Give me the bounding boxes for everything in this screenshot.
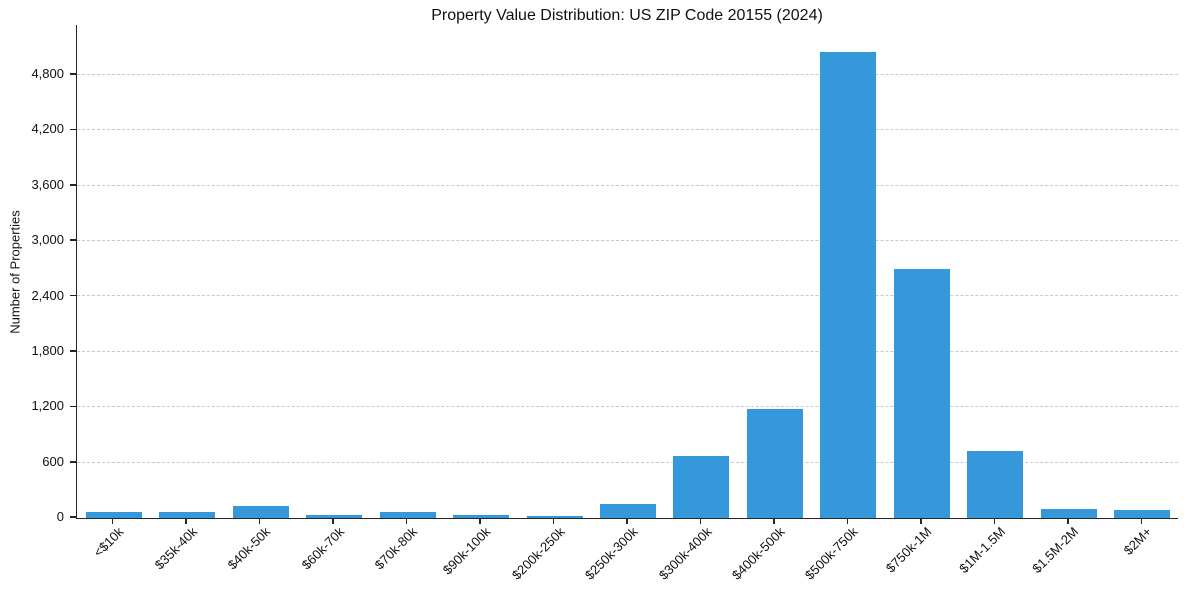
x-tick-mark	[258, 519, 261, 524]
y-tick-mark	[69, 294, 76, 297]
bar	[893, 268, 950, 518]
bar	[746, 409, 803, 518]
bar	[379, 512, 436, 518]
bar	[306, 514, 363, 518]
x-tick-label-text: $750k-1M	[882, 524, 935, 576]
y-tick-label: 3,000	[31, 232, 64, 248]
x-tick-mark	[846, 519, 849, 524]
gridline	[77, 239, 1178, 241]
x-tick-label-text: $300k-400k	[655, 524, 715, 583]
x-tick-mark	[111, 519, 114, 524]
y-tick-mark	[69, 128, 76, 131]
y-tick-label: 2,400	[31, 287, 64, 303]
gridline	[77, 73, 1178, 75]
x-tick-label-text: $1.5M-2M	[1029, 524, 1082, 576]
x-tick-mark	[185, 519, 187, 524]
bar	[85, 512, 142, 518]
gridline	[77, 184, 1178, 186]
x-tick-label-text: $90k-100k	[440, 524, 494, 578]
y-tick-mark	[69, 184, 76, 186]
gridline	[77, 129, 1178, 131]
x-tick-mark	[993, 519, 996, 524]
x-tick-mark	[479, 519, 481, 524]
x-tick-label-text: $40k-50k	[224, 524, 274, 573]
bar	[673, 456, 730, 518]
x-tick-label-text: $200k-250k	[508, 524, 568, 583]
bar	[453, 515, 510, 518]
x-tick-mark	[332, 519, 334, 524]
x-tick-mark	[405, 519, 408, 524]
y-tick-mark	[69, 405, 76, 408]
bar	[967, 450, 1024, 518]
y-tick-label: 0	[56, 509, 64, 525]
x-tick-mark	[699, 519, 702, 524]
y-tick-label: 4,200	[31, 121, 64, 137]
bar	[232, 506, 289, 518]
y-tick-label: 1,200	[31, 398, 64, 414]
x-tick-mark	[552, 519, 555, 524]
y-tick-label: 4,800	[31, 65, 64, 81]
x-tick-label-text: $500k-750k	[802, 524, 861, 583]
gridline	[77, 350, 1178, 352]
x-tick-label-text: $400k-500k	[728, 524, 788, 583]
bar	[526, 515, 583, 518]
x-tick-label-text: <$10k	[90, 524, 127, 560]
gridline	[77, 461, 1178, 463]
x-tick-mark	[920, 519, 922, 524]
y-tick-label: 3,600	[31, 176, 64, 192]
bar	[600, 504, 656, 518]
x-tick-mark	[626, 519, 628, 524]
y-axis-title: Number of Properties	[7, 210, 23, 334]
x-tick-mark	[773, 519, 775, 524]
y-tick-label: 600	[42, 453, 64, 469]
bar	[820, 51, 877, 518]
gridline	[77, 406, 1178, 408]
x-tick-mark	[1140, 519, 1143, 524]
gridline	[77, 295, 1178, 297]
x-tick-label-text: $35k-40k	[151, 524, 200, 573]
chart-title: Property Value Distribution: US ZIP Code…	[431, 7, 823, 24]
x-tick-mark	[1067, 519, 1069, 524]
x-tick-label-text: $70k-80k	[371, 524, 421, 573]
bar	[159, 512, 216, 518]
x-tick-label-text: $250k-300k	[581, 524, 641, 583]
y-tick-label: 1,800	[31, 342, 64, 358]
x-tick-label-text: $2M+	[1121, 524, 1155, 558]
y-tick-mark	[69, 239, 76, 241]
bar	[1114, 509, 1171, 518]
x-tick-label-text: $1M-1.5M	[955, 524, 1008, 576]
y-tick-mark	[69, 73, 76, 75]
y-tick-mark	[69, 461, 76, 463]
y-tick-mark	[69, 516, 76, 518]
x-tick-label-text: $60k-70k	[298, 524, 347, 573]
bar	[1040, 509, 1097, 518]
plot-area	[76, 25, 1178, 519]
y-tick-mark	[69, 350, 76, 352]
